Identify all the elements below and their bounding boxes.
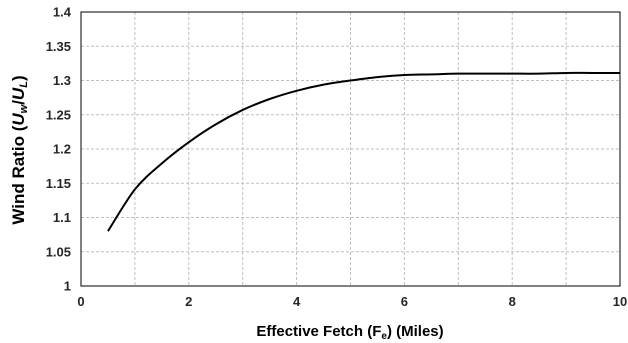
y-tick-label: 1.4 bbox=[53, 5, 72, 20]
y-tick-label: 1.05 bbox=[46, 244, 71, 259]
y-axis-label-sub-w: w bbox=[18, 103, 30, 113]
x-axis-label-subscript: e bbox=[381, 331, 387, 342]
y-axis-label-sub-l: L bbox=[18, 81, 30, 88]
y-tick-label: 1.2 bbox=[53, 142, 71, 157]
x-tick-label: 8 bbox=[509, 294, 516, 309]
y-axis-label-slash: / bbox=[9, 100, 28, 105]
y-axis-label-u-l: U bbox=[9, 87, 28, 100]
x-tick-label: 10 bbox=[613, 294, 627, 309]
x-tick-label: 6 bbox=[401, 294, 408, 309]
y-tick-label: 1.15 bbox=[46, 176, 71, 191]
y-axis-label-u-w: U bbox=[9, 113, 28, 126]
x-tick-label: 4 bbox=[293, 294, 301, 309]
y-axis-label-suffix: ) bbox=[9, 75, 28, 81]
y-tick-label: 1.1 bbox=[53, 210, 71, 225]
x-axis-label: Effective Fetch (Fe) (Miles) bbox=[256, 323, 443, 342]
y-tick-label: 1 bbox=[64, 279, 71, 294]
x-axis-tick-labels: 0 2 4 6 8 10 bbox=[77, 294, 627, 309]
x-tick-label: 0 bbox=[77, 294, 84, 309]
y-axis-tick-labels: 1 1.05 1.1 1.15 1.2 1.25 1.3 1.35 1.4 bbox=[46, 5, 72, 294]
y-tick-label: 1.35 bbox=[46, 39, 71, 54]
y-tick-label: 1.3 bbox=[53, 73, 71, 88]
series-line bbox=[107, 71, 620, 232]
plot-area-frame bbox=[80, 11, 621, 287]
grid-lines bbox=[81, 12, 620, 286]
x-axis-label-main: Effective Fetch (F bbox=[256, 323, 381, 340]
x-tick-label: 2 bbox=[185, 294, 192, 309]
y-axis-label-prefix: Wind Ratio ( bbox=[9, 125, 28, 224]
x-axis-label-tail: ) (Miles) bbox=[387, 323, 444, 340]
y-tick-label: 1.25 bbox=[46, 107, 71, 122]
y-axis-label: Wind Ratio (Uw/UL) bbox=[9, 75, 30, 224]
